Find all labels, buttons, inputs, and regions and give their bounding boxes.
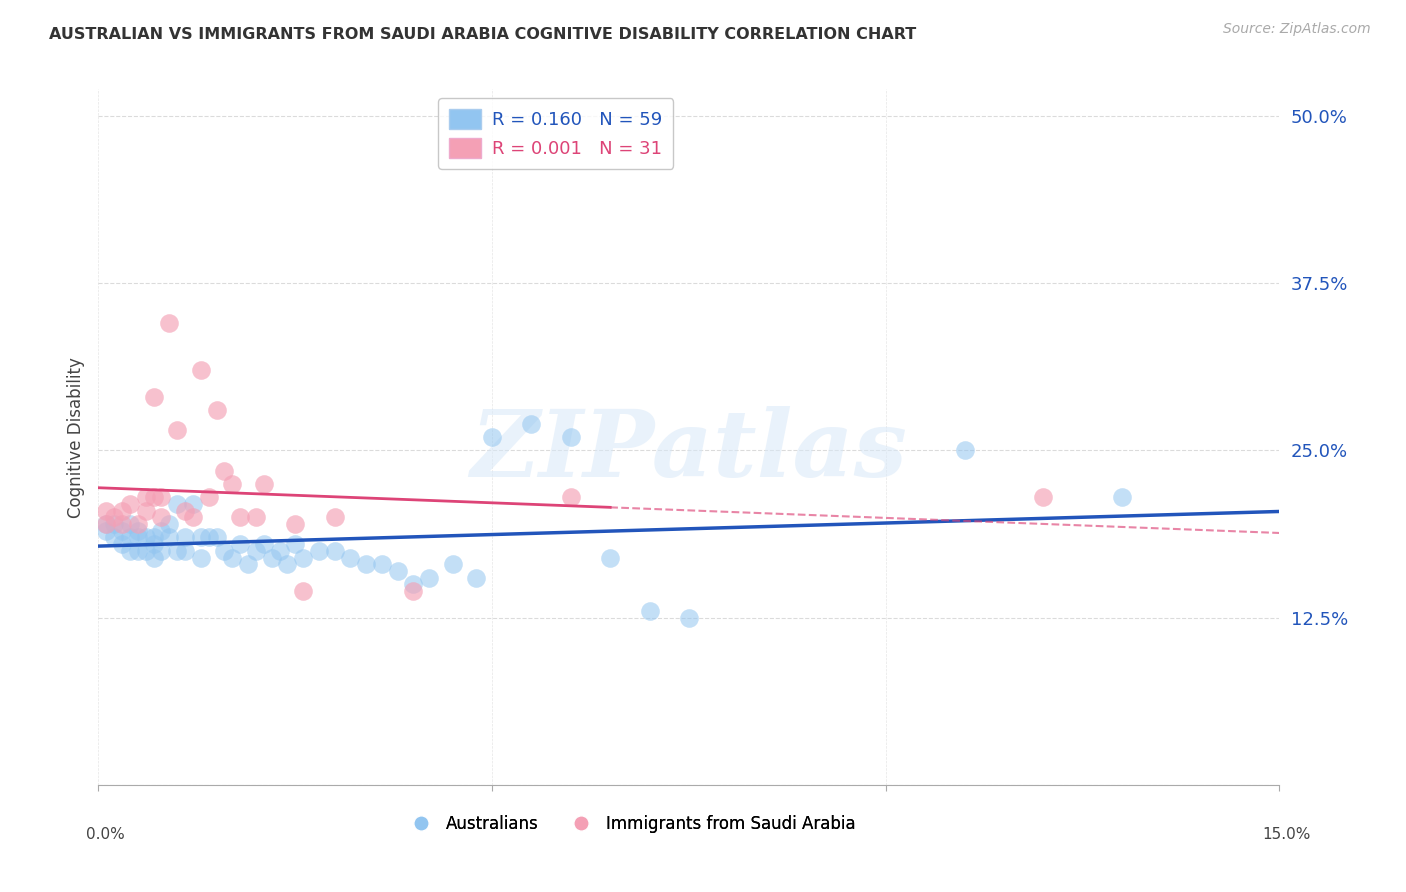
Point xyxy=(221,550,243,565)
Point xyxy=(103,516,125,531)
Legend: Australians, Immigrants from Saudi Arabia: Australians, Immigrants from Saudi Arabi… xyxy=(398,808,862,839)
Y-axis label: Cognitive Disability: Cognitive Disability xyxy=(66,357,84,517)
Point xyxy=(127,516,149,531)
Point xyxy=(118,497,141,511)
Point xyxy=(1111,490,1133,504)
Point xyxy=(197,490,219,504)
Text: Source: ZipAtlas.com: Source: ZipAtlas.com xyxy=(1223,22,1371,37)
Point xyxy=(157,530,180,544)
Point xyxy=(135,503,157,517)
Point xyxy=(276,557,298,572)
Point xyxy=(150,490,173,504)
Point xyxy=(142,550,165,565)
Point xyxy=(284,537,307,551)
Point xyxy=(150,544,173,558)
Point xyxy=(118,530,141,544)
Point xyxy=(142,530,165,544)
Point xyxy=(560,430,582,444)
Point xyxy=(157,516,180,531)
Point xyxy=(174,503,197,517)
Point xyxy=(166,497,188,511)
Point xyxy=(96,503,118,517)
Point xyxy=(181,510,204,524)
Point xyxy=(253,476,276,491)
Point xyxy=(190,530,212,544)
Point xyxy=(166,544,188,558)
Point xyxy=(371,557,394,572)
Point xyxy=(205,530,228,544)
Point xyxy=(190,550,212,565)
Text: ZIPatlas: ZIPatlas xyxy=(471,406,907,496)
Point xyxy=(135,490,157,504)
Text: 15.0%: 15.0% xyxy=(1263,827,1310,841)
Point xyxy=(142,390,165,404)
Point xyxy=(441,557,464,572)
Point xyxy=(135,530,157,544)
Text: 0.0%: 0.0% xyxy=(86,827,125,841)
Point xyxy=(678,611,700,625)
Point xyxy=(339,550,361,565)
Point xyxy=(205,403,228,417)
Point xyxy=(135,544,157,558)
Point xyxy=(323,510,346,524)
Point xyxy=(111,503,134,517)
Point xyxy=(197,530,219,544)
Point xyxy=(150,524,173,538)
Point xyxy=(111,524,134,538)
Point xyxy=(308,544,330,558)
Point xyxy=(103,510,125,524)
Point xyxy=(111,516,134,531)
Point xyxy=(190,363,212,377)
Point xyxy=(142,490,165,504)
Point xyxy=(560,490,582,504)
Point xyxy=(354,557,377,572)
Point xyxy=(236,557,259,572)
Point xyxy=(118,544,141,558)
Point xyxy=(520,417,543,431)
Point xyxy=(127,524,149,538)
Point xyxy=(599,550,621,565)
Point xyxy=(214,544,236,558)
Point xyxy=(229,510,252,524)
Point xyxy=(96,524,118,538)
Point xyxy=(245,544,267,558)
Point xyxy=(127,544,149,558)
Point xyxy=(118,516,141,531)
Point xyxy=(245,510,267,524)
Point xyxy=(96,516,118,531)
Point xyxy=(157,317,180,331)
Point xyxy=(418,571,440,585)
Point xyxy=(402,577,425,591)
Point xyxy=(214,464,236,478)
Point xyxy=(269,544,291,558)
Point xyxy=(181,497,204,511)
Point xyxy=(284,516,307,531)
Point xyxy=(150,510,173,524)
Point xyxy=(174,530,197,544)
Point xyxy=(96,516,118,531)
Point xyxy=(1032,490,1054,504)
Point xyxy=(142,537,165,551)
Point xyxy=(292,584,315,599)
Point xyxy=(260,550,283,565)
Point xyxy=(111,537,134,551)
Point xyxy=(292,550,315,565)
Point xyxy=(323,544,346,558)
Point xyxy=(221,476,243,491)
Point xyxy=(253,537,276,551)
Point xyxy=(481,430,503,444)
Text: AUSTRALIAN VS IMMIGRANTS FROM SAUDI ARABIA COGNITIVE DISABILITY CORRELATION CHAR: AUSTRALIAN VS IMMIGRANTS FROM SAUDI ARAB… xyxy=(49,27,917,42)
Point xyxy=(166,424,188,438)
Point xyxy=(387,564,409,578)
Point xyxy=(402,584,425,599)
Point xyxy=(638,604,661,618)
Point xyxy=(229,537,252,551)
Point xyxy=(127,530,149,544)
Point xyxy=(465,571,488,585)
Point xyxy=(103,530,125,544)
Point xyxy=(953,443,976,458)
Point xyxy=(174,544,197,558)
